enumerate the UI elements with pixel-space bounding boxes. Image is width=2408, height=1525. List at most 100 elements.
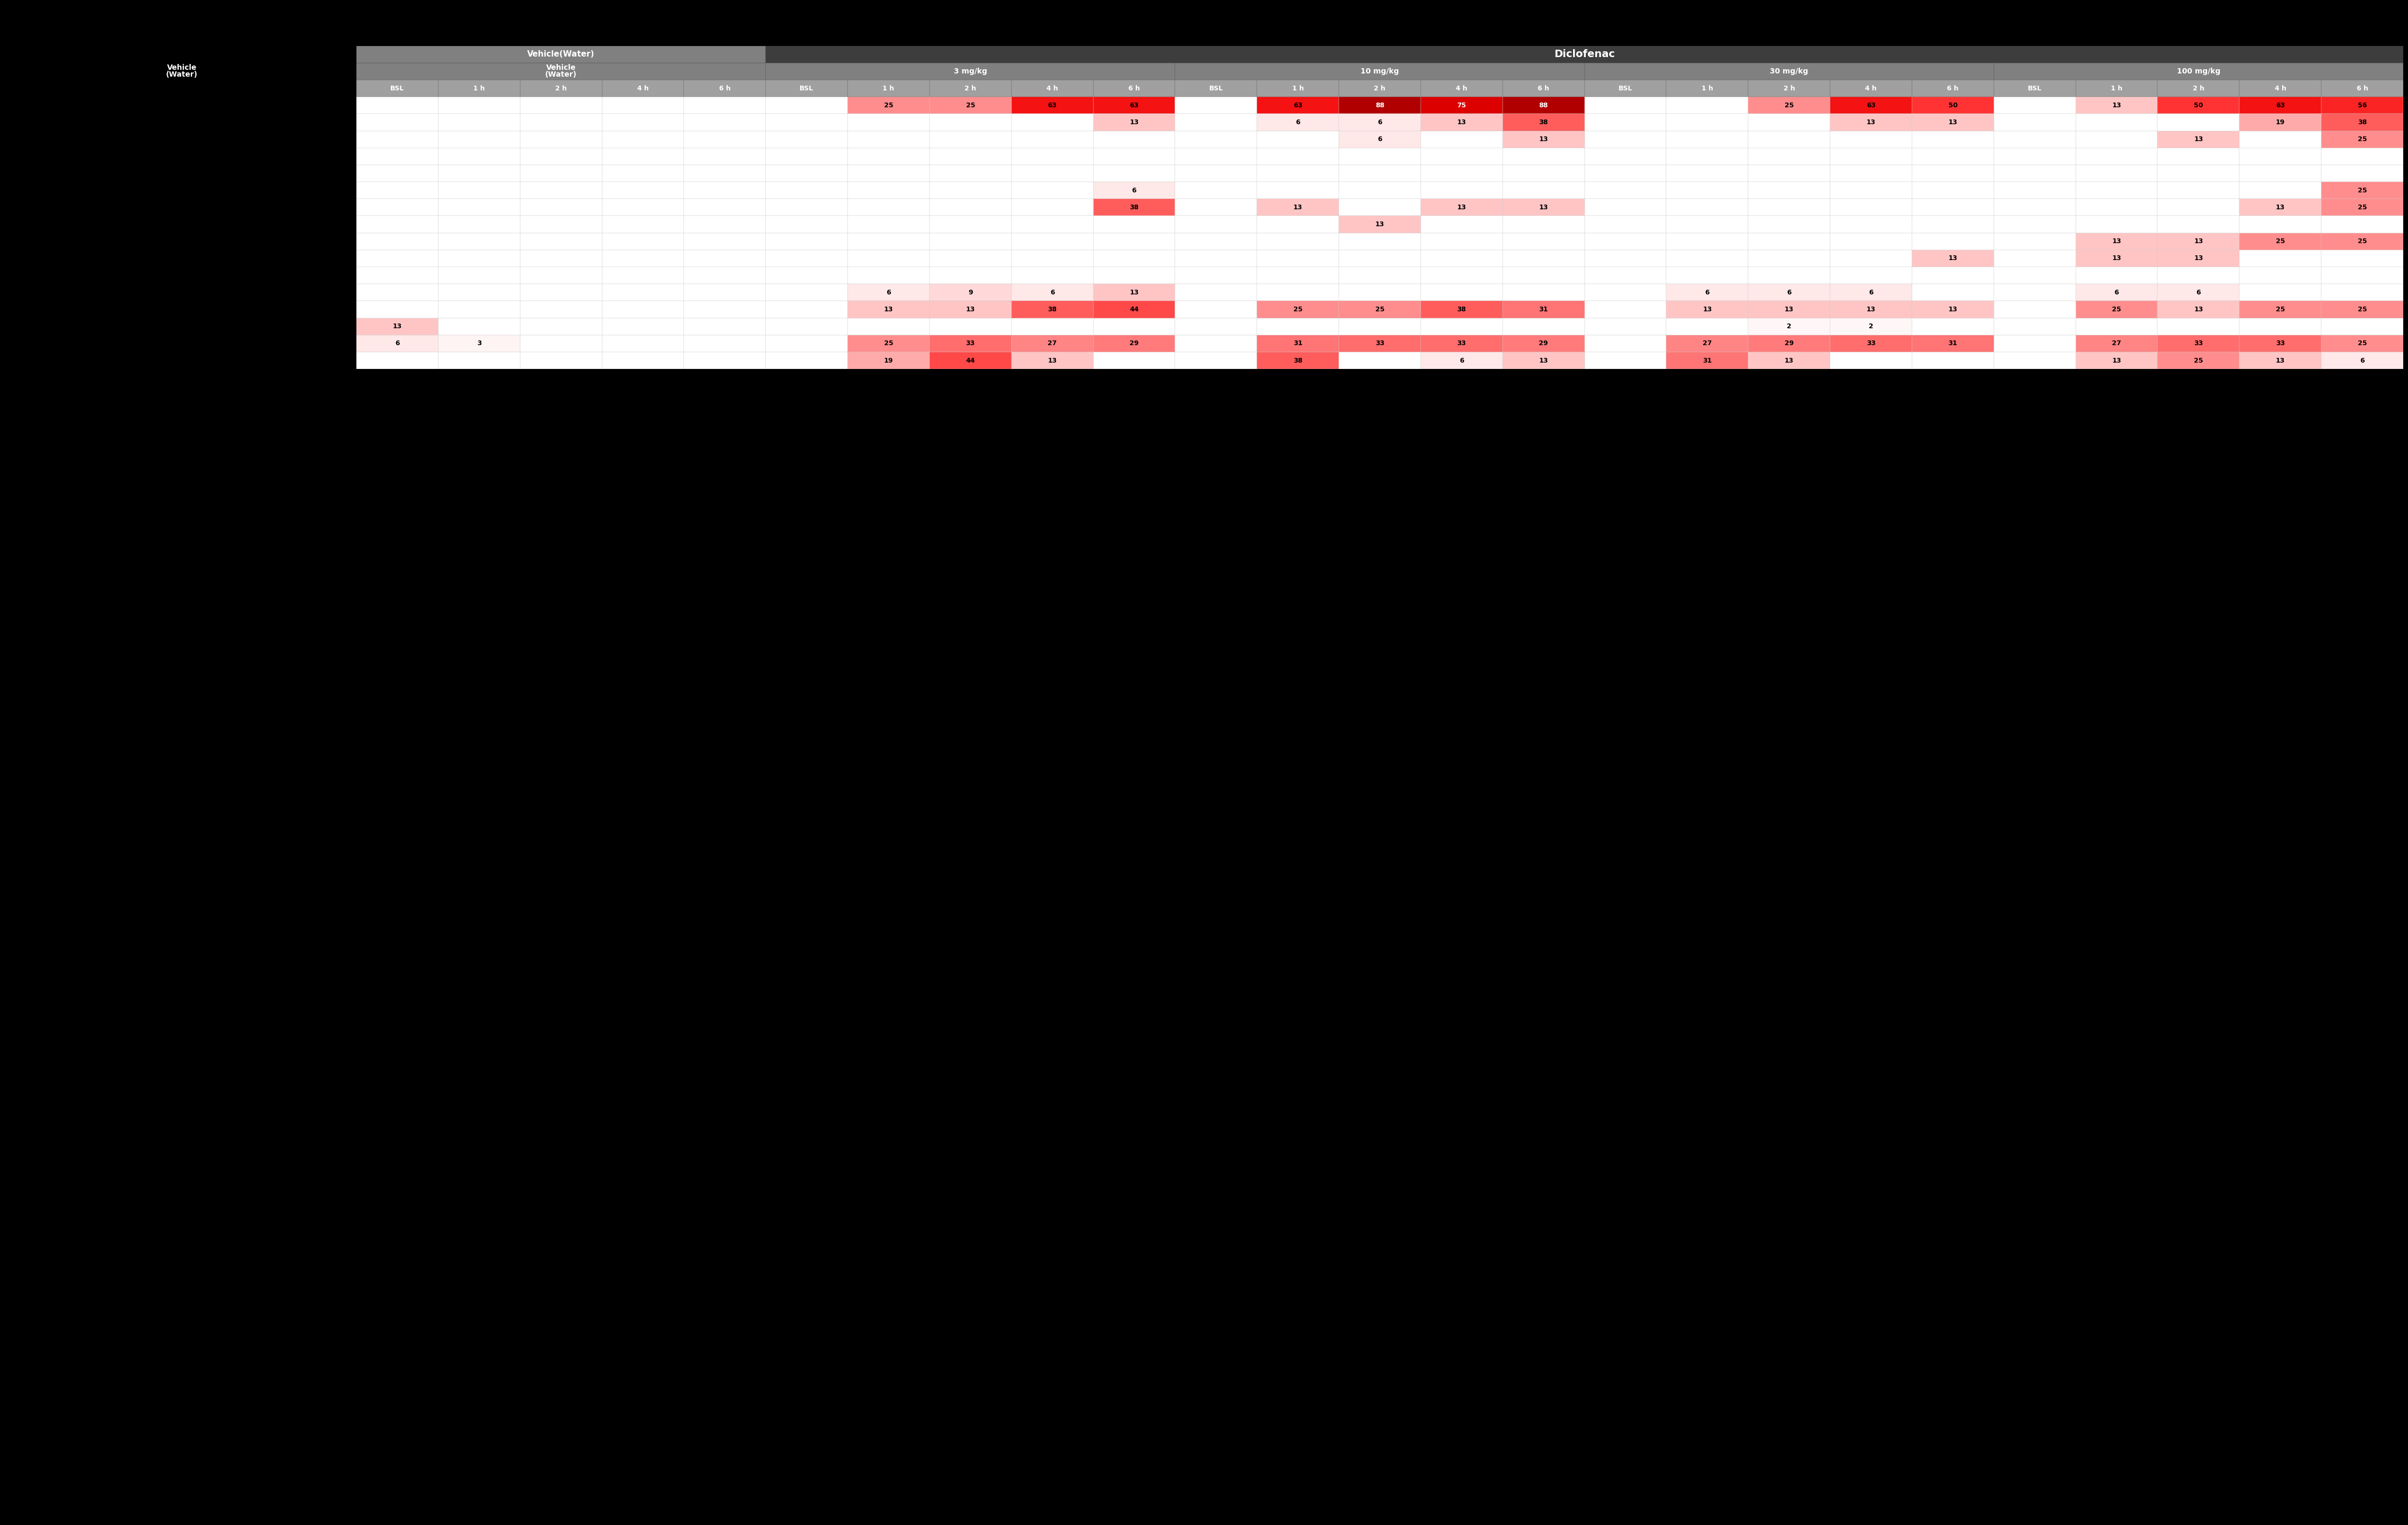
Bar [1748, 148, 1830, 165]
Bar [1994, 267, 2076, 284]
Text: 25: 25 [1784, 102, 1794, 108]
Text: 30: 30 [1657, 156, 1669, 165]
Text: Vehicle
(Water): Vehicle (Water) [544, 64, 578, 78]
Bar [766, 131, 848, 148]
Bar [848, 96, 929, 114]
Bar [602, 96, 684, 114]
Bar [2158, 250, 2239, 267]
Text: 60: 60 [1893, 156, 1907, 165]
Text: 6: 6 [2196, 290, 2201, 296]
Bar [684, 79, 766, 96]
Bar [1503, 319, 1584, 336]
Bar [766, 114, 848, 131]
Bar [1912, 181, 1994, 198]
Bar [766, 181, 848, 198]
Text: 25: 25 [2276, 238, 2285, 246]
Bar [2321, 336, 2403, 352]
Text: More Severe: More Severe [2218, 104, 2283, 113]
Bar [848, 267, 929, 284]
Bar [1748, 79, 1830, 96]
Bar [520, 198, 602, 217]
Bar [602, 131, 684, 148]
Text: 63: 63 [1293, 102, 1303, 108]
Text: 80: 80 [2052, 156, 2064, 165]
Bar [2158, 300, 2239, 319]
Bar [1339, 233, 1421, 250]
Bar [1830, 233, 1912, 250]
Bar [1011, 319, 1093, 336]
Text: 25: 25 [2357, 307, 2367, 313]
Bar [1584, 300, 1666, 319]
Text: 25: 25 [1293, 307, 1303, 313]
Bar [2321, 131, 2403, 148]
Bar [1994, 300, 2076, 319]
Bar [602, 217, 684, 233]
Bar [1748, 198, 1830, 217]
Bar [848, 352, 929, 369]
Bar [1011, 267, 1093, 284]
Bar [684, 300, 766, 319]
Text: 90: 90 [2131, 156, 2143, 165]
Bar [766, 233, 848, 250]
Bar [1994, 336, 2076, 352]
Bar [602, 284, 684, 300]
Bar [1994, 114, 2076, 131]
Bar [1912, 336, 1994, 352]
Bar [684, 352, 766, 369]
Text: 6 h: 6 h [1948, 85, 1958, 92]
Bar [602, 114, 684, 131]
Text: 38: 38 [1047, 307, 1057, 313]
Bar [2239, 79, 2321, 96]
Bar [2076, 114, 2158, 131]
Bar [1011, 336, 1093, 352]
Text: 100 mg/kg: 100 mg/kg [2177, 67, 2220, 75]
Bar [1912, 79, 1994, 96]
Bar [1912, 250, 1994, 267]
Bar [1912, 217, 1994, 233]
Bar [1994, 181, 2076, 198]
Text: 2 h: 2 h [966, 85, 975, 92]
Bar [2076, 233, 2158, 250]
Bar [1339, 148, 1421, 165]
Bar [356, 79, 438, 96]
Bar [1175, 352, 1257, 369]
Bar [1748, 181, 1830, 198]
Bar [1093, 233, 1175, 250]
Bar [1011, 131, 1093, 148]
Bar [1503, 114, 1584, 131]
Text: 33: 33 [1457, 340, 1466, 348]
Bar [1175, 114, 1257, 131]
Bar [1257, 319, 1339, 336]
Bar [2321, 352, 2403, 369]
Bar [2158, 79, 2239, 96]
Bar [1339, 300, 1421, 319]
Bar [1666, 79, 1748, 96]
Text: 2: 2 [1869, 323, 1873, 329]
Bar [520, 131, 602, 148]
Bar [1011, 233, 1093, 250]
Bar [1912, 96, 1994, 114]
Bar [1257, 198, 1339, 217]
Bar [1994, 352, 2076, 369]
Text: 38: 38 [1457, 307, 1466, 313]
Bar [1421, 148, 1503, 165]
Text: BSL: BSL [2028, 85, 2042, 92]
Bar [1257, 352, 1339, 369]
Text: 13: 13 [1866, 119, 1876, 125]
Text: 2 h: 2 h [2194, 85, 2203, 92]
Bar [2158, 198, 2239, 217]
Text: 25: 25 [2194, 357, 2203, 364]
Bar [1994, 198, 2076, 217]
Text: 6: 6 [1296, 119, 1300, 125]
Bar [1912, 352, 1994, 369]
Bar [438, 148, 520, 165]
Bar [520, 217, 602, 233]
Text: 1 h: 1 h [2112, 85, 2121, 92]
Text: 33: 33 [2194, 340, 2203, 348]
Bar [602, 319, 684, 336]
Bar [2076, 148, 2158, 165]
Text: 13: 13 [1047, 357, 1057, 364]
Bar [356, 233, 438, 250]
Bar [356, 46, 766, 63]
Bar [1339, 267, 1421, 284]
